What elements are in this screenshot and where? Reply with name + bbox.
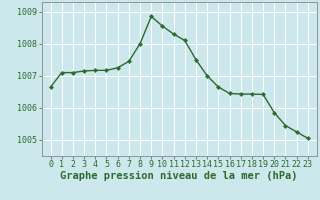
X-axis label: Graphe pression niveau de la mer (hPa): Graphe pression niveau de la mer (hPa) <box>60 171 298 181</box>
